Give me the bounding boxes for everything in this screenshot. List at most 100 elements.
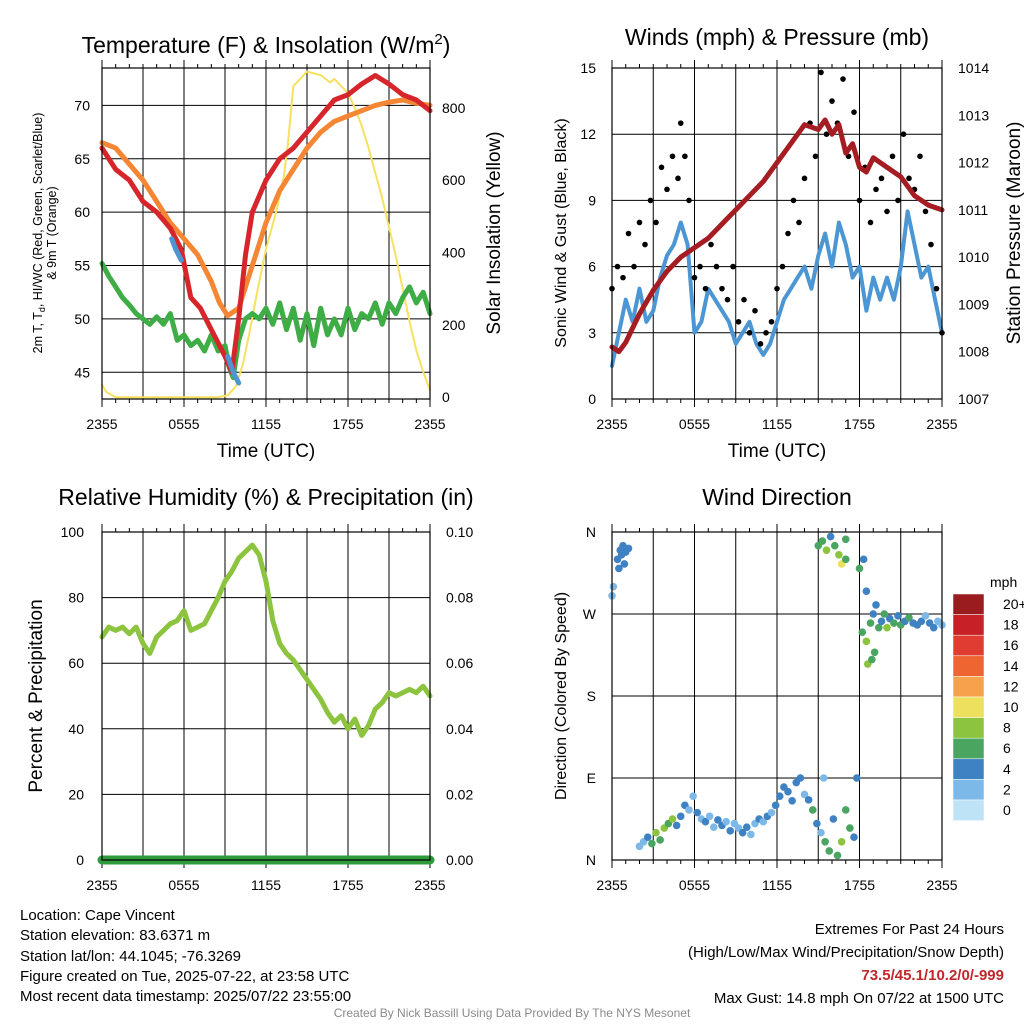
x-tick-label: 1755 [332, 416, 363, 432]
station-info: Location: Cape Vincent Station elevation… [20, 906, 351, 1007]
gust-point [900, 131, 907, 137]
y2-tick-label: 1012 [958, 155, 989, 171]
series-line-dewpoint_hi_wc [99, 260, 433, 381]
y-tick-label: 55 [74, 258, 90, 274]
credit-line: Created By Nick Bassill Using Data Provi… [333, 1006, 691, 1020]
y-tick-label: 65 [74, 151, 90, 167]
wind-direction-point [788, 796, 796, 805]
wind-direction-point [609, 582, 618, 591]
y-tick-label: 3 [588, 325, 596, 341]
wind-direction-point [826, 532, 835, 541]
wind-direction-point [722, 817, 730, 826]
wind-direction-point [672, 821, 681, 830]
wind-direction-point [870, 648, 879, 657]
wind-direction-point [615, 564, 623, 573]
gust-point [906, 175, 912, 182]
wind-direction-point [859, 555, 868, 564]
gust-point [647, 197, 654, 204]
gust-point [779, 263, 786, 270]
y2-tick-label: 1013 [958, 107, 989, 123]
extremes-block: Extremes For Past 24 Hours (High/Low/Max… [688, 918, 1004, 1010]
gust-point [664, 186, 670, 193]
y2-tick-label: 400 [442, 244, 466, 260]
y-tick-label: 100 [61, 524, 85, 540]
legend-swatch [952, 737, 985, 760]
gust-point [851, 109, 857, 115]
wind-direction-point [830, 541, 839, 550]
wind-direction-point [890, 619, 898, 627]
x-tick-label: 1755 [332, 877, 363, 893]
gust-point [785, 230, 791, 237]
wind-direction-point [905, 613, 913, 622]
y2-tick-label: 0.02 [446, 786, 473, 802]
series-line-temp_2m [99, 73, 433, 375]
wind-direction-point [852, 774, 861, 782]
wind-direction-point [822, 546, 831, 555]
wind-direction-point [617, 550, 626, 559]
y-tick-label: 0 [588, 391, 596, 407]
gust-point [658, 164, 665, 171]
y-tick-label: 12 [580, 126, 596, 142]
y-axis-label-left: Direction (Colored By Speed) [553, 592, 570, 800]
plot-border [611, 67, 943, 400]
x-tick-label: 2355 [414, 877, 445, 893]
wind-direction-point [825, 847, 834, 855]
wind-direction-point [872, 601, 880, 609]
wind-direction-point [858, 628, 867, 637]
gust-point [774, 285, 780, 292]
wind-direction-point [829, 815, 838, 823]
wind-direction-point [837, 837, 846, 846]
speed-legend: mph 20+ 18 16 14 12 10 8 6 4 2 0 [952, 574, 1024, 821]
y-axis-label-left: Percent & Precipitation [26, 599, 47, 792]
y2-tick-label: 0 [442, 389, 450, 405]
series-line-insolation [101, 70, 431, 399]
wind-direction-point [709, 823, 718, 831]
wind-direction-point [819, 774, 828, 782]
legend-swatch [952, 676, 985, 698]
chart-panel-2: 2355 0555 1155 1755 235503691215100710081009… [553, 24, 1024, 462]
wind-direction-point [767, 808, 776, 817]
wind-direction-point [869, 610, 878, 618]
wind-direction-point [705, 812, 714, 821]
y-tick-label: 0 [76, 852, 84, 868]
gust-point [812, 153, 819, 160]
series-line-rh [99, 542, 433, 738]
legend-swatch [952, 655, 985, 677]
wind-direction-point [855, 564, 864, 573]
wind-direction-point [800, 790, 809, 799]
gust-point [730, 263, 736, 270]
legend-swatch [952, 593, 985, 615]
y2-tick-label: 1007 [958, 391, 989, 407]
x-tick-label: 2355 [86, 416, 117, 432]
x-tick-label: 2355 [596, 877, 627, 893]
wind-direction-point [747, 830, 755, 839]
gust-point [614, 263, 621, 270]
x-tick-label: 0555 [168, 877, 199, 893]
y2-tick-label: 1010 [958, 249, 989, 265]
x-tick-label: 0555 [168, 416, 199, 432]
wind-direction-point [701, 817, 710, 826]
gust-point [889, 153, 896, 160]
wind-direction-point [656, 836, 664, 844]
gust-point [620, 274, 626, 281]
gust-point [752, 307, 758, 314]
wind-direction-point [689, 792, 697, 801]
wind-direction-point [877, 617, 886, 626]
plot-border [611, 531, 943, 861]
gust-point [933, 285, 940, 292]
y-tick-label: W [583, 606, 597, 622]
gust-point [829, 98, 835, 104]
gust-point [691, 274, 698, 281]
y-tick-label: 60 [74, 204, 90, 220]
station-location: Location: Cape Vincent [20, 907, 175, 924]
y2-tick-label: 800 [442, 100, 466, 116]
y-tick-label: 20 [68, 786, 84, 802]
wind-direction-point [883, 623, 891, 632]
wind-direction-point [726, 827, 735, 835]
gust-point [757, 341, 764, 347]
gust-point [856, 197, 863, 204]
gust-point [823, 131, 830, 137]
x-tick-label: 1155 [251, 877, 281, 893]
wind-direction-point [862, 637, 871, 646]
x-tick-label: 1755 [844, 416, 875, 432]
